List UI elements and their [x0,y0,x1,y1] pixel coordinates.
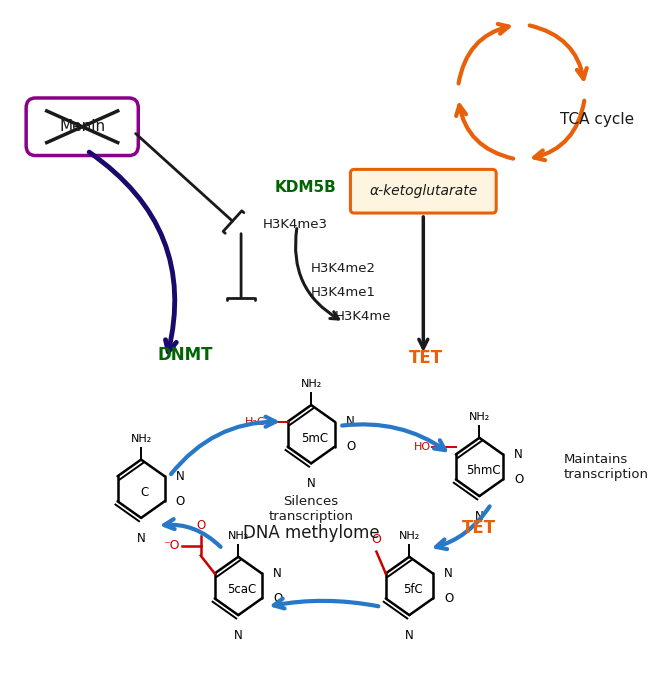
Text: O: O [176,495,185,508]
Text: H3K4me1: H3K4me1 [311,286,376,299]
Text: O: O [196,519,206,532]
Text: TCA cycle: TCA cycle [560,113,634,127]
Text: TET: TET [409,349,443,367]
Text: N: N [137,532,145,545]
Text: H3K4me: H3K4me [334,310,391,323]
Text: NH₂: NH₂ [469,412,490,422]
Text: N: N [405,629,414,642]
Text: O: O [444,592,453,605]
Text: DNA methylome: DNA methylome [243,524,379,542]
Text: 5caC: 5caC [227,584,256,597]
Text: NH₂: NH₂ [301,379,322,389]
Text: 5fC: 5fC [403,584,423,597]
FancyBboxPatch shape [350,170,496,213]
Text: O: O [371,533,381,546]
Text: 5hmC: 5hmC [466,464,500,477]
Text: α-ketoglutarate: α-ketoglutarate [369,184,477,198]
Text: ⁻O: ⁻O [164,539,180,552]
Text: Maintains
transcription: Maintains transcription [563,453,648,481]
Text: KDM5B: KDM5B [275,180,336,195]
Text: Silences
transcription: Silences transcription [268,494,354,523]
Text: N: N [176,470,184,483]
Text: C: C [141,486,149,499]
Text: N: N [307,477,315,490]
Text: H3K4me3: H3K4me3 [262,218,328,231]
Text: DNMT: DNMT [157,346,213,364]
Text: H₃C: H₃C [245,417,265,426]
Text: 5mC: 5mC [301,432,329,445]
Text: TET: TET [462,519,496,538]
Text: NH₂: NH₂ [130,434,152,443]
Text: N: N [346,415,355,428]
Text: O: O [273,592,282,605]
Text: O: O [514,473,524,486]
Text: O: O [346,440,355,453]
Text: N: N [273,567,282,580]
Text: Menin: Menin [59,119,105,134]
Text: N: N [234,629,243,642]
Text: H3K4me2: H3K4me2 [311,262,376,275]
Text: N: N [444,567,453,580]
Text: NH₂: NH₂ [227,531,249,541]
Text: N: N [475,510,484,523]
Text: NH₂: NH₂ [399,531,420,541]
Text: HO: HO [414,441,430,452]
FancyBboxPatch shape [26,98,138,155]
Text: N: N [514,448,523,461]
